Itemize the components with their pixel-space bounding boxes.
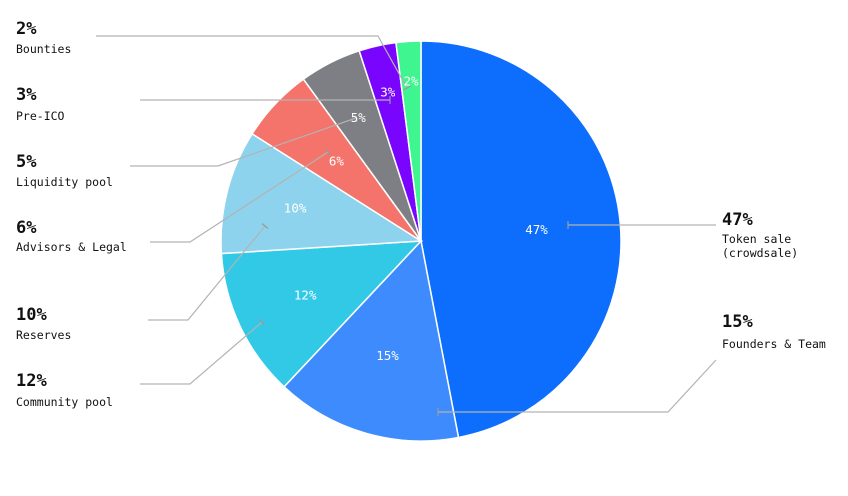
legend-label-pre-ico: Pre-ICO xyxy=(16,109,65,123)
pie-slices xyxy=(220,40,622,442)
slice-value-label-advisors-legal: 6% xyxy=(329,154,345,169)
slice-value-label-bounties: 2% xyxy=(403,73,419,88)
legend-percent-pre-ico: 3% xyxy=(16,85,37,105)
slice-value-label-token-sale: 47% xyxy=(525,222,548,237)
leader-tick-reserves xyxy=(261,223,269,229)
leader-line-reserves xyxy=(148,225,266,321)
slice-value-label-pre-ico: 3% xyxy=(380,85,396,100)
legend-percent-founders-team: 15% xyxy=(722,312,753,332)
leader-tick-community-pool xyxy=(258,318,266,326)
leader-line-liquidity-pool xyxy=(130,117,357,167)
legend-label-reserves: Reserves xyxy=(16,328,71,342)
legend-label-founders-team: Founders & Team xyxy=(722,337,826,351)
legend-label-liquidity-pool: Liquidity pool xyxy=(16,175,113,189)
leader-tick-advisors-legal xyxy=(325,148,331,156)
legend-label-advisors-legal: Advisors & Legal xyxy=(16,240,127,254)
pie-slice-bounties xyxy=(395,40,422,242)
slice-value-label-reserves: 10% xyxy=(284,201,307,216)
leader-line-community-pool xyxy=(140,321,263,385)
slice-value-label-founders-team: 15% xyxy=(376,348,399,363)
legend-percent-reserves: 10% xyxy=(16,305,47,325)
pie-slice-founders-team xyxy=(283,239,460,442)
external-labels: 47% Token sale(crowdsale) 15% Founders & Te… xyxy=(16,19,826,409)
slice-value-labels: 47% 15% 12% 10% 6% 5% 3% 2% xyxy=(284,73,548,363)
pie-slice-reserves xyxy=(220,132,424,255)
leader-tick-bounties xyxy=(403,85,411,91)
pie-slice-token-sale xyxy=(420,40,622,439)
legend-percent-token-sale: 47% xyxy=(722,210,753,230)
legend-label-community-pool: Community pool xyxy=(16,395,113,409)
leader-line-advisors-legal xyxy=(150,151,329,243)
legend-label-token-sale-line-1: Token sale xyxy=(722,232,791,246)
leader-line-bounties xyxy=(96,35,408,89)
legend-percent-advisors-legal: 6% xyxy=(16,218,37,238)
pie-slice-community-pool xyxy=(220,240,423,388)
legend-percent-liquidity-pool: 5% xyxy=(16,152,37,172)
legend-label-bounties: Bounties xyxy=(16,42,71,56)
leader-tick-liquidity-pool xyxy=(354,114,358,122)
legend-label-token-sale-line-2: (crowdsale) xyxy=(722,246,798,260)
legend-percent-bounties: 2% xyxy=(16,19,37,39)
slice-value-label-liquidity-pool: 5% xyxy=(351,110,367,125)
legend-percent-community-pool: 12% xyxy=(16,371,47,391)
leader-lines xyxy=(96,35,717,416)
slice-value-label-community-pool: 12% xyxy=(294,288,317,303)
leader-line-founders-team xyxy=(438,359,717,413)
